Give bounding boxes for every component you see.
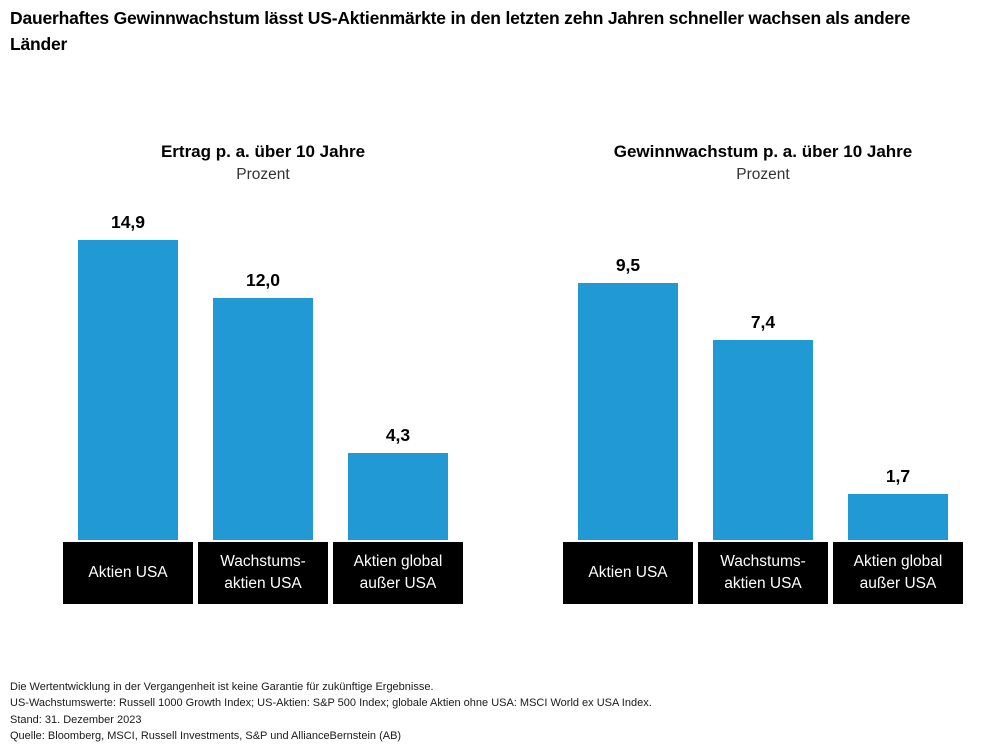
footnote-line: Die Wertentwicklung in der Vergangenheit… [10,681,434,693]
footnotes: Die Wertentwicklung in der Vergangenheit… [10,679,970,744]
category-label-row: Aktien USA Wachstums- aktien USA Aktien gl… [63,542,463,604]
category-label-box: Aktien global außer USA [833,542,963,604]
bar-value-label: 9,5 [615,255,641,275]
chart-title: Ertrag p. a. über 10 Jahre [160,142,366,161]
category-label-row: Aktien USA Wachstums- aktien USA Aktien gl… [563,542,963,604]
bar-value-label: 12,0 [245,270,281,290]
bar-value-label: 14,9 [110,212,146,232]
chart-plot-area: 9,5 7,4 1,7 [563,138,963,540]
bar [578,283,678,540]
chart-ertrag: Ertrag p. a. über 10 Jahre Prozent 14,9 1… [63,138,463,604]
bar-value-label: 1,7 [885,466,911,486]
bar-value-label: 7,4 [750,312,776,332]
bar [78,240,178,540]
chart-title: Gewinnwachstum p. a. über 10 Jahre [613,142,913,161]
footnote-line: US-Wachstumswerte: Russell 1000 Growth I… [10,697,652,710]
category-label-box: Wachstums- aktien USA [698,542,828,604]
chart-plot-area: 14,9 12,0 4,3 [63,138,463,540]
category-label-box: Wachstums- aktien USA [198,542,328,604]
chart-gewinnwachstum: Gewinnwachstum p. a. über 10 Jahre Proze… [563,138,963,604]
chart-subtitle: Prozent [736,166,790,183]
chart-subtitle: Prozent [236,166,290,183]
bar [848,494,948,540]
category-label-box: Aktien USA [63,542,193,604]
footnote-line: Quelle: Bloomberg, MSCI, Russell Investm… [10,729,402,742]
bar [213,298,313,540]
category-label-box: Aktien USA [563,542,693,604]
footnote-line: Stand: 31. Dezember 2023 [10,713,142,726]
page-title: Dauerhaftes Gewinnwachstum lässt US-Akti… [10,8,911,54]
bar [713,340,813,540]
category-label-box: Aktien global außer USA [333,542,463,604]
bar [348,453,448,540]
bar-value-label: 4,3 [385,425,411,445]
